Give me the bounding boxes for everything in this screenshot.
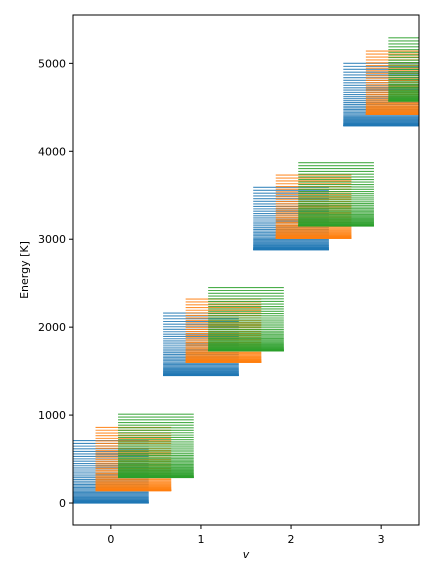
plot-frame [72, 14, 420, 526]
y-axis-ticks: 0 1000 2000 3000 4000 5000 [38, 57, 73, 510]
y-tick-label: 2000 [38, 321, 66, 334]
x-tick-label: 2 [288, 533, 295, 546]
x-axis-label: v [243, 548, 250, 561]
plot-levels [73, 37, 419, 504]
y-tick-label: 3000 [38, 233, 66, 246]
y-tick-label: 1000 [38, 409, 66, 422]
x-tick-label: 0 [107, 533, 114, 546]
series-2-levels [118, 37, 419, 479]
x-axis-ticks: 0 1 2 3 [107, 525, 385, 546]
y-tick-label: 4000 [38, 145, 66, 158]
x-tick-label: 1 [197, 533, 204, 546]
x-tick-label: 3 [378, 533, 385, 546]
y-axis-label: Energy [K] [18, 241, 31, 299]
y-tick-label: 5000 [38, 57, 66, 70]
y-tick-label: 0 [59, 497, 66, 510]
